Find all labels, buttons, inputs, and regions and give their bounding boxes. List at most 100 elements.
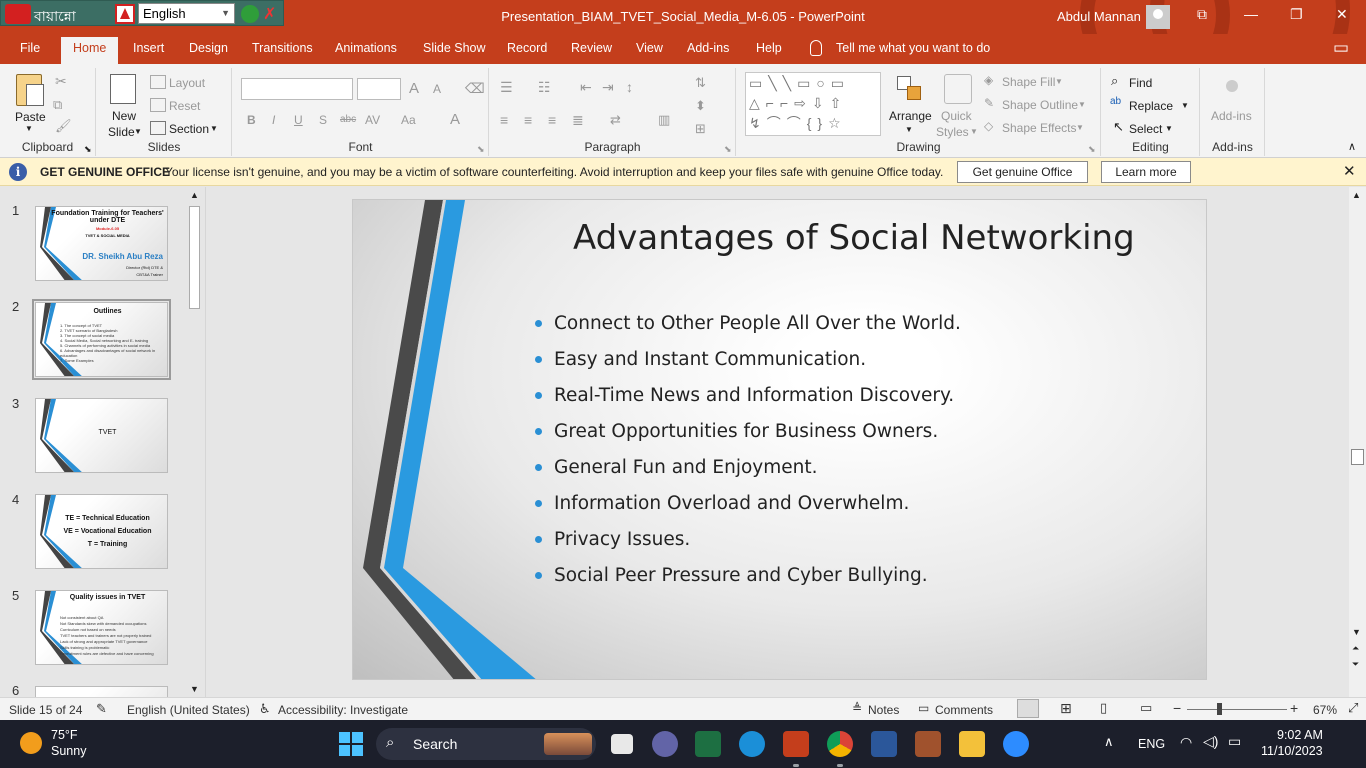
minimize-icon[interactable]: — (1244, 6, 1258, 22)
shape-effects-button[interactable]: Shape Effects (1002, 121, 1077, 135)
dialog-launcher-icon[interactable]: ⬊ (724, 144, 732, 154)
chevron-down-icon[interactable]: ▼ (1165, 124, 1173, 133)
zoom-app-icon[interactable] (1003, 731, 1029, 757)
pen-icon[interactable]: ✎ (984, 96, 995, 110)
scroll-up-icon[interactable]: ▲ (190, 190, 199, 200)
ime-language-select[interactable]: English ▼ (138, 3, 235, 24)
tab-view[interactable]: View (636, 41, 663, 55)
chrome-icon[interactable] (827, 731, 853, 757)
zoom-in-icon[interactable]: + (1290, 700, 1299, 716)
tab-add-ins[interactable]: Add-ins (687, 41, 730, 55)
shape-outline-button[interactable]: Shape Outline (1002, 98, 1079, 112)
rtl-icon[interactable]: ⇄ (610, 112, 621, 127)
fit-to-window-icon[interactable]: ⤢ (1348, 700, 1359, 715)
arrange-button[interactable]: Arrange (889, 109, 932, 123)
effects-icon[interactable]: ◇ (984, 119, 994, 133)
clock-time[interactable]: 9:02 AM (1277, 728, 1323, 742)
justify-icon[interactable]: ≣ (572, 112, 584, 128)
quick-styles-label-2[interactable]: Styles (936, 125, 969, 139)
find-button[interactable]: Find (1129, 76, 1153, 90)
ribbon-display-icon[interactable]: ⧉ (1197, 6, 1207, 22)
increase-indent-icon[interactable]: ⇥ (602, 79, 614, 95)
paint-bucket-icon[interactable]: ◈ (984, 73, 994, 87)
avatar[interactable] (1146, 5, 1170, 29)
shadow-button[interactable]: S (319, 113, 328, 127)
dialog-launcher-icon[interactable]: ⬊ (1088, 144, 1096, 154)
comments-icon[interactable]: ▭ (1333, 38, 1350, 57)
line-spacing-icon[interactable]: ↕ (626, 79, 633, 95)
dialog-launcher-icon[interactable]: ⬊ (84, 144, 92, 154)
sun-icon[interactable] (20, 732, 42, 754)
align-left-icon[interactable]: ≡ (500, 112, 509, 128)
bullets-icon[interactable]: ☰ (500, 79, 513, 95)
restore-icon[interactable]: ❐ (1290, 6, 1303, 22)
layout-icon[interactable] (150, 75, 166, 89)
section-button[interactable]: Section (169, 122, 210, 136)
close-icon[interactable]: ✕ (1336, 6, 1348, 22)
spelling-icon[interactable]: ✎ (96, 701, 107, 716)
shapes-gallery[interactable]: ▭╲╲▭○▭ △⌐⌐⇨⇩⇧ ↯⌒⌒{}☆ (745, 72, 881, 136)
strikethrough-button[interactable]: abc (340, 114, 357, 125)
edge-browser-icon[interactable] (739, 731, 765, 757)
learn-more-button[interactable]: Learn more (1101, 161, 1191, 183)
underline-button[interactable]: U (294, 113, 303, 127)
tab-review[interactable]: Review (571, 41, 612, 55)
columns-icon[interactable]: ▥ (658, 112, 671, 127)
tell-me-search[interactable]: Tell me what you want to do (836, 41, 991, 55)
comments-button[interactable]: Comments (935, 703, 994, 717)
tab-slide-show[interactable]: Slide Show (423, 41, 486, 55)
new-slide-label-1[interactable]: New (112, 109, 137, 123)
next-slide-icon[interactable]: ⏷ (1352, 659, 1360, 669)
language-status[interactable]: English (United States) (127, 703, 250, 717)
task-view-icon[interactable] (611, 734, 633, 754)
shape-fill-button[interactable]: Shape Fill (1002, 75, 1056, 89)
paste-button[interactable]: Paste (15, 110, 46, 124)
zoom-level[interactable]: 67% (1313, 703, 1338, 717)
file-explorer-icon[interactable] (959, 731, 985, 757)
decrease-indent-icon[interactable]: ⇤ (580, 79, 592, 95)
chevron-down-icon[interactable]: ▼ (210, 124, 218, 133)
slide-sorter-icon[interactable]: ⊞ (1060, 700, 1072, 716)
scroll-down-icon[interactable]: ▼ (1352, 627, 1361, 637)
smartart-icon[interactable]: ⊞ (695, 121, 706, 136)
select-button[interactable]: Select (1129, 122, 1163, 136)
clock-date[interactable]: 11/10/2023 (1261, 744, 1323, 758)
clear-format-icon[interactable]: ⌫ (465, 80, 485, 96)
thumbnail-slide-1[interactable]: Foundation Training for Teachers' under … (35, 206, 168, 281)
tab-record[interactable]: Record (507, 41, 548, 55)
quick-styles-icon[interactable] (944, 74, 972, 104)
powerpoint-icon[interactable] (783, 731, 809, 757)
chevron-down-icon[interactable]: ▼ (1055, 77, 1063, 86)
chevron-down-icon[interactable]: ▼ (1076, 123, 1084, 132)
addins-icon[interactable] (1226, 80, 1238, 92)
tab-help[interactable]: Help (756, 41, 782, 55)
thumbnail-slide-6[interactable] (35, 686, 168, 697)
thumbnail-slide-3[interactable]: TVET (35, 398, 168, 473)
weather-temp[interactable]: 75°F (51, 728, 78, 742)
zoom-out-icon[interactable]: − (1173, 700, 1182, 716)
download-icon[interactable] (241, 5, 259, 23)
slide-title[interactable]: Advantages of Social Networking (573, 218, 1135, 258)
tab-transitions[interactable]: Transitions (252, 41, 313, 55)
windows-start-icon[interactable] (339, 732, 363, 756)
font-name-input[interactable] (241, 78, 353, 100)
accessibility-status[interactable]: Accessibility: Investigate (278, 703, 409, 717)
grow-font-button[interactable]: A (409, 80, 420, 97)
excel-icon[interactable] (695, 731, 721, 757)
slideshow-icon[interactable]: ▭ (1140, 700, 1153, 715)
word-icon[interactable] (871, 731, 897, 757)
teams-chat-icon[interactable] (652, 731, 678, 757)
thumbnail-slide-2[interactable]: Outlines 1. The concept of TVET 2. TVET … (32, 299, 171, 380)
chevron-down-icon[interactable]: ▼ (905, 125, 913, 134)
thumbnails-scrollbar[interactable]: ▲ ▼ (187, 190, 203, 695)
cut-icon[interactable]: ✂ (55, 73, 67, 89)
reset-button[interactable]: Reset (169, 99, 201, 113)
current-slide[interactable]: Advantages of Social Networking Connect … (352, 199, 1207, 680)
tab-design[interactable]: Design (189, 41, 228, 55)
thumbnail-slide-5[interactable]: Quality issues in TVET Not consistent ab… (35, 590, 168, 665)
slide-bullet-list[interactable]: Connect to Other People All Over the Wor… (535, 313, 961, 601)
media-app-icon[interactable] (915, 731, 941, 757)
chevron-down-icon[interactable]: ▼ (970, 127, 978, 136)
lightbulb-icon[interactable] (810, 40, 822, 56)
previous-slide-icon[interactable]: ⏶ (1352, 643, 1360, 653)
